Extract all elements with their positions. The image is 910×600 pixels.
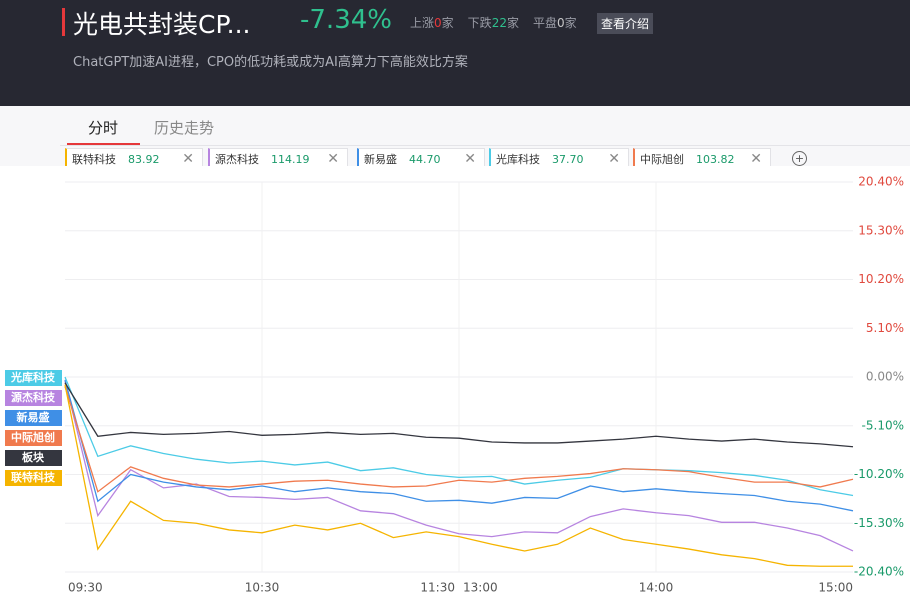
x-tick-label: 11:30 (420, 581, 455, 595)
legend-label: 板块 (22, 450, 45, 464)
y-tick-label: 10.20% (858, 272, 904, 286)
legend-swatch (5, 410, 62, 426)
stat-count: 22 (491, 16, 507, 30)
tab[interactable]: 历史走势 (154, 119, 215, 137)
legend-swatch (5, 470, 62, 486)
y-tick-label: -15.30% (854, 516, 904, 530)
chip-name: 新易盛 (364, 153, 397, 166)
legend-swatch (5, 390, 62, 406)
header: 光电共封装CP... -7.34% 上涨0家 下跌22家 平盘0家 查看介绍 Cha… (0, 0, 910, 106)
chip-close[interactable]: ✕ (182, 151, 194, 167)
x-tick-label: 09:30 (68, 581, 103, 595)
title: 光电共封装CP... (73, 10, 251, 39)
chip-close[interactable]: ✕ (464, 151, 476, 167)
legend-label: 联特科技 (11, 470, 56, 484)
y-tick-label: -5.10% (862, 418, 904, 432)
x-tick-label: 14:00 (639, 581, 674, 595)
series-line (64, 382, 854, 448)
stat-label: 上涨 (410, 16, 435, 30)
stock-chip[interactable]: 新易盛 44.70 ✕ (357, 148, 485, 170)
series-line (64, 386, 854, 493)
chip-name: 源杰科技 (215, 153, 259, 166)
chip-close[interactable]: ✕ (750, 151, 762, 167)
chip-name: 光库科技 (496, 153, 540, 166)
x-tick-label: 15:00 (818, 581, 853, 595)
legend-label: 光库科技 (10, 370, 56, 384)
stats: 上涨0家 下跌22家 平盘0家 (410, 14, 577, 31)
chip-name: 中际旭创 (640, 153, 684, 166)
stock-chip[interactable]: 源杰科技 114.19 ✕ (208, 148, 348, 170)
add-button[interactable]: + (792, 151, 807, 166)
tab[interactable]: 分时 (88, 119, 119, 137)
stat-unit: 家 (441, 16, 454, 30)
stat-count: 0 (557, 16, 565, 30)
series-line (64, 380, 854, 552)
stat-unit: 家 (506, 16, 519, 30)
legend-swatch (5, 450, 62, 466)
stat-label: 平盘 (532, 16, 557, 30)
y-tick-label: 20.40% (858, 175, 904, 189)
stat: 下跌22家 (468, 14, 519, 31)
legend-label: 源杰科技 (11, 390, 56, 404)
subtitle: ChatGPT加速AI进程，CPO的低功耗或成为AI高算力下高能效比方案 (73, 55, 468, 70)
tab-indicator (67, 143, 140, 145)
chip-price: 103.82 (696, 152, 735, 166)
series-line (64, 379, 854, 512)
y-tick-label: 5.10% (866, 321, 904, 335)
y-tick-label: -10.20% (854, 467, 904, 481)
stock-chip[interactable]: 中际旭创 103.82 ✕ (633, 148, 771, 170)
chip-close[interactable]: ✕ (608, 151, 620, 167)
y-tick-label: 0.00% (866, 370, 904, 384)
change: -7.34% (300, 5, 392, 35)
plot-area (0, 166, 910, 600)
stat-label: 下跌 (467, 16, 492, 30)
chip-price: 44.70 (409, 152, 441, 166)
chip-price: 114.19 (271, 152, 310, 166)
legend-label: 中际旭创 (11, 430, 55, 444)
chip-price: 83.92 (128, 152, 160, 166)
stat: 平盘0家 (533, 14, 577, 31)
x-tick-label: 13:00 (463, 581, 498, 595)
stat-count: 0 (434, 16, 442, 30)
series-line (64, 376, 854, 497)
chip-name: 联特科技 (72, 153, 116, 166)
chip-close[interactable]: ✕ (327, 151, 339, 167)
legend-label: 新易盛 (17, 410, 50, 424)
y-tick-label: 15.30% (858, 223, 904, 237)
chart: 20.40% 15.30% 10.20% 5.10% 0.00% -5.10% -10.20… (0, 166, 910, 600)
series-line (64, 384, 853, 567)
stat: 上涨0家 (410, 14, 454, 31)
accent-bar (62, 8, 65, 36)
x-tick-label: 10:30 (245, 581, 280, 595)
stat-unit: 家 (564, 16, 577, 30)
chip-price: 37.70 (552, 152, 584, 166)
y-tick-label: -20.40% (854, 565, 904, 579)
intro-button[interactable]: 查看介绍 (597, 13, 654, 34)
legend-swatch (5, 430, 62, 446)
divider (60, 145, 910, 146)
legend-swatch (5, 370, 62, 386)
